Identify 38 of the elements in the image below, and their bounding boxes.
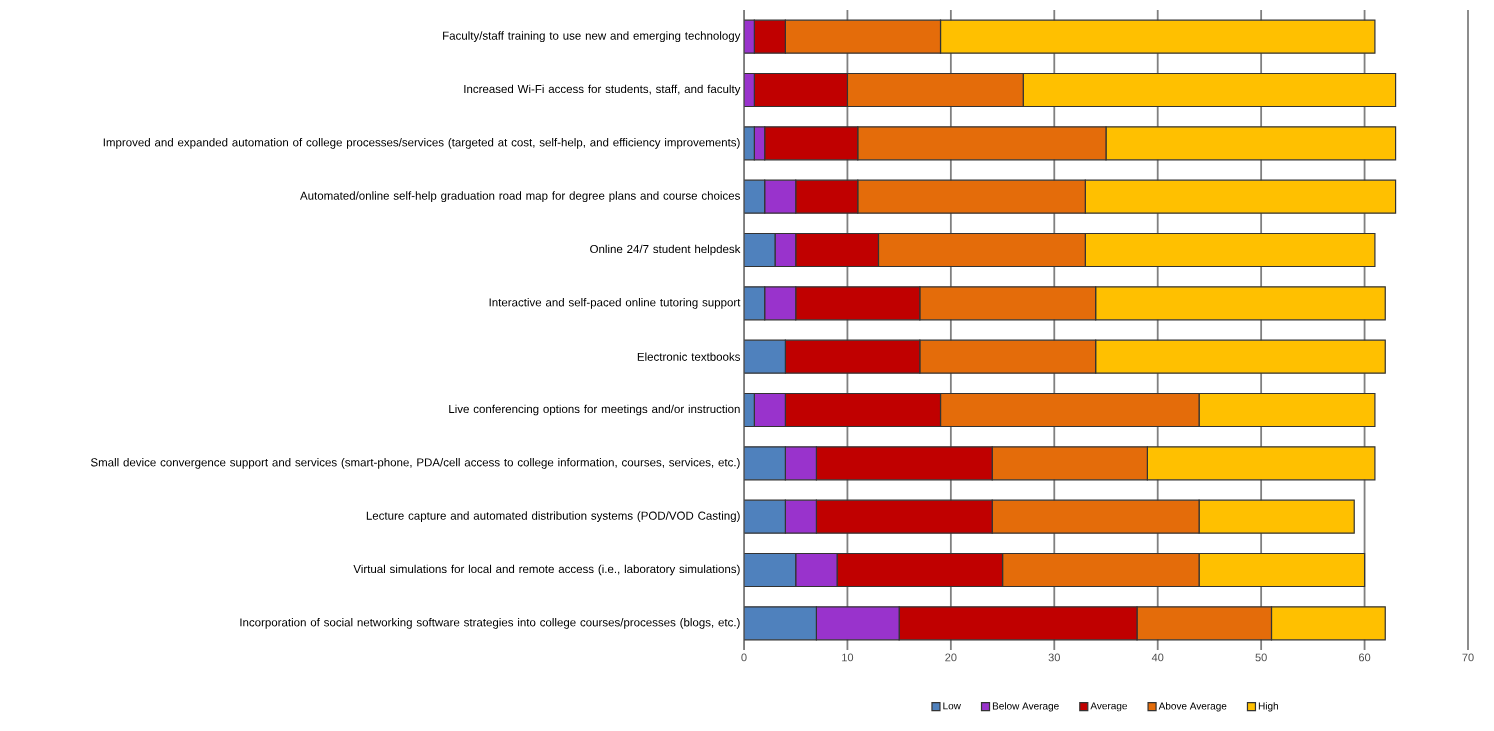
y-tick-label: Lecture capture and automated distribution systems (POD/VOD Casting)	[366, 511, 740, 523]
bar	[744, 232, 776, 268]
bar	[784, 499, 817, 534]
y-tick-label: Faculty/staff training to use new and emerging technology	[443, 31, 741, 43]
bar	[744, 499, 786, 534]
bar	[815, 606, 900, 641]
x-tick-label: 40	[1151, 653, 1164, 662]
legend-label: Average	[1090, 702, 1128, 712]
bar	[744, 552, 797, 588]
y-tick-label: Improved and expanded automation of college processes/services (targeted at cost, self-help, and efficiency improvements)	[103, 137, 740, 149]
x-tick-label: 0	[741, 653, 747, 662]
bar	[784, 446, 817, 481]
x-tick-label: 60	[1359, 653, 1371, 662]
x-tick-label: 20	[945, 653, 957, 662]
bar	[744, 446, 786, 481]
legend-label: High	[1258, 702, 1278, 712]
y-tick-label: Interactive and self-paced online tutoring support	[489, 297, 741, 309]
y-tick-label: Automated/online self-help graduation road map for degree plans and course choices	[300, 191, 740, 203]
bar	[795, 552, 838, 588]
x-tick-label: 70	[1462, 653, 1474, 662]
bar	[744, 606, 817, 641]
y-tick-label: Online 24/7 student helpdesk	[590, 244, 741, 256]
y-tick-label: Electronic textbooks	[637, 352, 741, 361]
bar	[753, 392, 786, 428]
x-tick-label: 50	[1255, 653, 1267, 662]
legend-label: Above Average	[1158, 702, 1227, 712]
y-tick-label: Small device convergence support and services (smart-phone, PDA/cell access to college information, courses, services, etc.)	[90, 457, 740, 469]
bar	[764, 179, 797, 214]
legend-label: Below Average	[992, 702, 1059, 712]
y-tick-label: Incorporation of social networking software strategies into college courses/processes (blogs, etc.)	[240, 617, 740, 629]
x-tick-label: 30	[1048, 653, 1060, 662]
x-tick-label: 10	[842, 653, 854, 662]
y-tick-label: Increased Wi-Fi access for students, staff, and faculty	[464, 84, 741, 96]
bar	[744, 339, 786, 374]
y-tick-label: Virtual simulations for local and remote access (i.e., laboratory simulations)	[353, 564, 740, 576]
bar	[764, 286, 797, 321]
legend-label: Low	[943, 702, 961, 710]
y-tick-label: Live conferencing options for meetings and/or instruction	[449, 404, 740, 416]
